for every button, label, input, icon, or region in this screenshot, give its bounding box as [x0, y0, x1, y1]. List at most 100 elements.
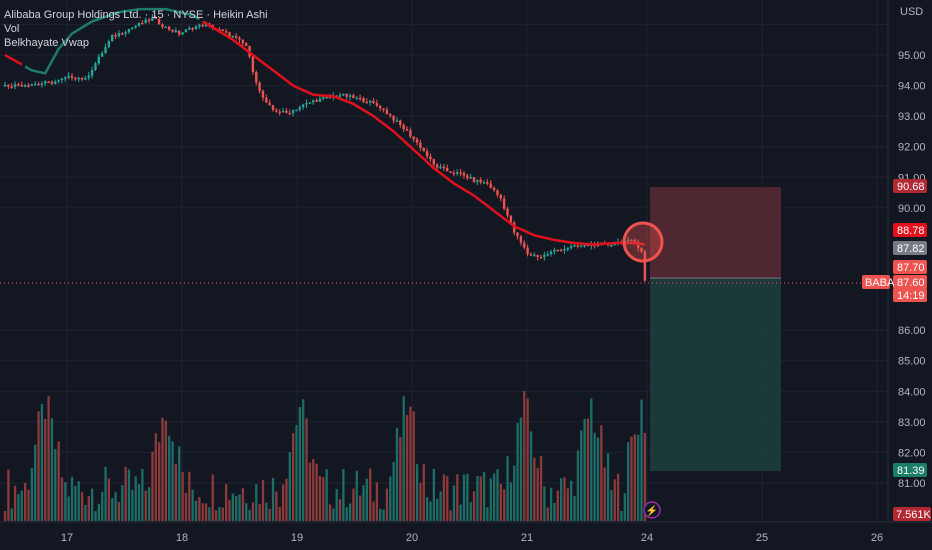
candle: [543, 254, 546, 258]
candle: [573, 245, 576, 247]
candle: [513, 222, 516, 233]
volume-bar: [34, 444, 37, 521]
y-tick-label: 93.00: [898, 111, 926, 123]
volume-bar: [395, 427, 399, 521]
volume-bar: [576, 450, 580, 521]
candles: [3, 14, 647, 282]
candle: [533, 254, 536, 257]
candle: [318, 98, 322, 102]
candle: [312, 100, 315, 103]
volume-bar: [372, 501, 375, 521]
volume-bar: [84, 504, 87, 521]
candle: [536, 254, 539, 257]
volume-bar: [295, 424, 298, 521]
volume-bar: [147, 487, 151, 521]
candle: [261, 90, 265, 98]
stop-price-tag-bg: [893, 179, 927, 193]
candle: [559, 249, 563, 252]
volume-bar: [429, 501, 432, 521]
candle: [157, 18, 161, 25]
candle: [482, 182, 486, 184]
volume-bar: [3, 511, 7, 521]
volume-bar: [101, 492, 104, 521]
candle: [630, 239, 633, 242]
volume-bar: [439, 491, 442, 521]
volume-bar: [529, 431, 533, 521]
volume-bar: [124, 466, 127, 521]
candle: [241, 39, 245, 44]
candle: [151, 17, 154, 21]
volume-bar: [419, 482, 422, 521]
candle: [298, 107, 301, 110]
volume-bar: [228, 500, 231, 521]
volume-bar: [178, 446, 181, 521]
candle: [184, 29, 188, 33]
volume-bar: [97, 503, 100, 521]
candle: [379, 105, 382, 109]
candle: [171, 29, 174, 32]
candle: [154, 17, 157, 19]
volume-bar: [27, 489, 30, 521]
candle: [348, 95, 352, 97]
candle: [308, 102, 312, 104]
volume-bar: [513, 465, 516, 521]
event-marker: [643, 501, 661, 519]
candle: [419, 142, 422, 148]
legend-title[interactable]: Alibaba Group Holdings Ltd. · 15 · NYSE …: [4, 9, 268, 21]
y-tick-label: 90.00: [898, 203, 926, 215]
volume-bar: [432, 468, 435, 521]
volume-bar: [241, 488, 245, 521]
volume-bar: [318, 475, 322, 521]
candle: [268, 102, 271, 106]
volume-bar: [198, 497, 201, 521]
y-tick-label: 86.00: [898, 325, 926, 337]
volume-bar: [570, 480, 573, 521]
volume-bar: [533, 457, 536, 521]
volume-bar: [459, 504, 462, 521]
volume-bar: [255, 484, 258, 521]
stop-loss-zone: [650, 187, 781, 279]
candle: [245, 43, 248, 46]
candle: [425, 151, 429, 157]
volume-bar: [590, 398, 593, 521]
candle: [526, 247, 529, 255]
volume-bar: [188, 471, 191, 521]
vwap-price-tag-bg: [893, 223, 927, 237]
candle: [368, 100, 372, 103]
candle: [57, 79, 60, 82]
candle: [432, 159, 435, 165]
candle: [499, 194, 502, 199]
candle: [111, 35, 114, 42]
volume-bar: [593, 432, 596, 521]
candle: [489, 183, 492, 188]
volume-bar: [630, 436, 633, 521]
candle: [271, 105, 275, 110]
volume-bar: [164, 420, 167, 521]
candle: [141, 22, 144, 25]
volume-bar: [248, 509, 251, 521]
x-tick-label: 21: [521, 532, 533, 544]
candle: [3, 84, 7, 87]
volume-bar: [563, 477, 566, 521]
candle: [322, 97, 325, 99]
y-tick-label: 83.00: [898, 417, 926, 429]
candle: [87, 75, 90, 78]
legend-vwap[interactable]: Belkhayate Vwap: [4, 37, 89, 49]
candle: [459, 172, 462, 174]
volume-bar: [469, 502, 472, 521]
volume-bar: [479, 476, 482, 521]
legend-vol[interactable]: Vol: [4, 23, 20, 35]
candle: [338, 95, 342, 97]
vwap-line: [4, 7, 646, 246]
candle: [409, 130, 412, 137]
volume-bar: [70, 476, 74, 521]
candle: [167, 26, 171, 30]
volume-bar: [539, 456, 543, 521]
candle: [519, 236, 523, 243]
candle: [234, 35, 238, 38]
candle: [415, 139, 419, 143]
volume-bar: [121, 485, 124, 521]
volume-bar: [332, 508, 335, 521]
